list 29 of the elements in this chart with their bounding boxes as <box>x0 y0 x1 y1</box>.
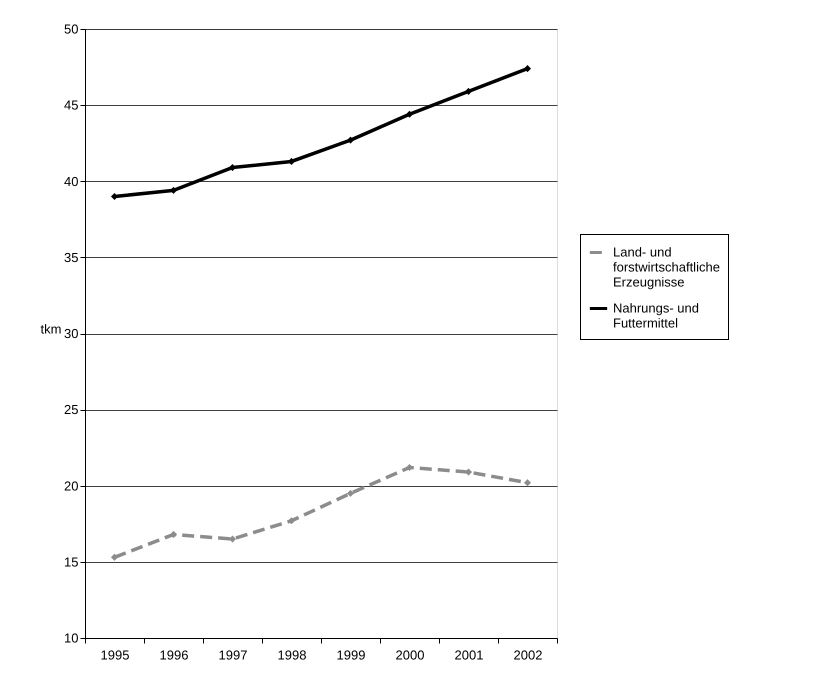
y-tick-label: 40 <box>64 174 78 189</box>
y-tick-label: 50 <box>64 22 78 36</box>
point <box>464 88 472 95</box>
y-tick-label: 30 <box>64 326 78 341</box>
y-tick-label: 45 <box>64 98 78 113</box>
y-tick-label: 10 <box>64 630 78 646</box>
y-tick-label: 25 <box>64 402 78 418</box>
x-tick-label: 2000 <box>396 648 424 662</box>
point <box>170 530 178 538</box>
point <box>110 554 118 561</box>
x-tick-label: 1999 <box>336 648 366 662</box>
x-tick-label: 1998 <box>278 648 306 662</box>
y-tick-label: 15 <box>64 554 78 570</box>
y-tick-label: 20 <box>64 478 78 494</box>
legend-label: Land- und forstwirtschaftliche Erzeugnisse <box>613 244 720 290</box>
point <box>406 110 414 118</box>
x-tick-label: 1997 <box>218 648 248 662</box>
x-tick-label: 2001 <box>454 648 484 662</box>
x-tick-label: 2002 <box>514 648 542 662</box>
point <box>524 479 532 486</box>
x-tick-label: 1995 <box>100 648 130 662</box>
point <box>346 136 354 144</box>
legend-label: Nahrungs- und Futtermittel <box>613 300 699 330</box>
y-tick-label: 35 <box>64 250 78 265</box>
y-axis-title: tkm <box>40 322 62 336</box>
point <box>346 490 354 497</box>
point <box>524 65 532 72</box>
x-tick-label: 1996 <box>160 648 188 662</box>
point <box>288 517 296 524</box>
